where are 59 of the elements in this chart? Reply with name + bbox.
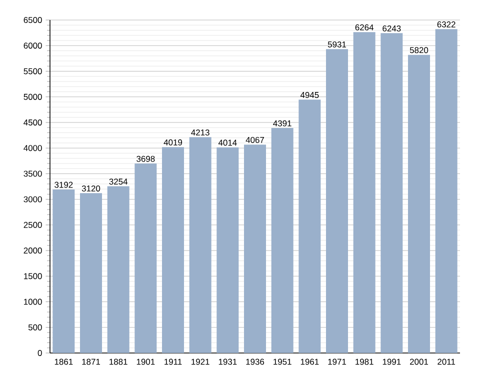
y-tick-label: 4000 (24, 145, 42, 152)
data-label: 3192 (54, 182, 73, 188)
bar (435, 29, 458, 353)
y-tick-label: 6500 (24, 17, 42, 23)
y-tick-label: 0 (38, 350, 42, 356)
bar (298, 100, 321, 353)
bar (380, 33, 403, 353)
bar (80, 193, 102, 353)
data-label: 5931 (328, 41, 346, 48)
y-tick-label: 6000 (24, 42, 42, 49)
data-label: 5820 (410, 47, 428, 54)
bar (353, 32, 376, 353)
bar (134, 164, 157, 353)
bar (189, 137, 212, 353)
bar (107, 186, 130, 353)
y-tick-label: 5000 (24, 94, 42, 100)
data-label: 3698 (136, 156, 155, 162)
x-tick-label: 1871 (82, 358, 100, 365)
x-tick-label: 1881 (110, 358, 128, 365)
x-tick-label: 1981 (356, 358, 374, 365)
data-label: 6243 (382, 25, 401, 32)
x-tick-label: 1921 (192, 358, 210, 365)
x-tick-label: 1971 (328, 358, 346, 365)
y-tick-label: 3000 (24, 196, 42, 202)
data-label: 4019 (164, 139, 182, 146)
y-tick-label: 5500 (24, 68, 42, 74)
x-tick-label: 1936 (246, 358, 264, 365)
x-tick-label: 1961 (300, 358, 319, 365)
x-tick-label: 1901 (136, 358, 155, 365)
data-label: 3120 (82, 185, 100, 192)
bar (52, 189, 75, 353)
bar (162, 147, 184, 353)
y-tick-label: 2500 (24, 222, 42, 228)
y-tick-label: 500 (28, 324, 42, 330)
data-label: 4391 (273, 120, 292, 126)
bar (244, 144, 266, 353)
x-tick-label: 2001 (410, 358, 428, 365)
x-tick-label: 1991 (382, 358, 401, 365)
data-label: 4067 (246, 136, 264, 143)
y-tick-label: 3500 (24, 170, 42, 177)
x-tick-label: 1911 (164, 358, 182, 365)
bar (216, 147, 239, 353)
x-tick-label: 1931 (218, 358, 237, 365)
data-label: 6264 (355, 24, 374, 30)
data-label: 6322 (437, 21, 456, 28)
x-tick-label: 1861 (54, 358, 73, 365)
x-tick-label: 2011 (438, 358, 456, 365)
bar (271, 128, 294, 353)
y-tick-label: 1500 (24, 273, 42, 280)
y-tick-label: 2000 (24, 248, 42, 254)
data-label: 3254 (109, 178, 128, 185)
data-label: 4213 (191, 129, 210, 136)
x-tick-label: 1951 (274, 358, 292, 365)
y-tick-label: 4500 (24, 119, 42, 126)
data-label: 4945 (300, 92, 319, 98)
bar (408, 54, 430, 353)
data-label: 4014 (218, 140, 237, 146)
y-tick-label: 1000 (24, 298, 42, 305)
bar (326, 49, 348, 353)
